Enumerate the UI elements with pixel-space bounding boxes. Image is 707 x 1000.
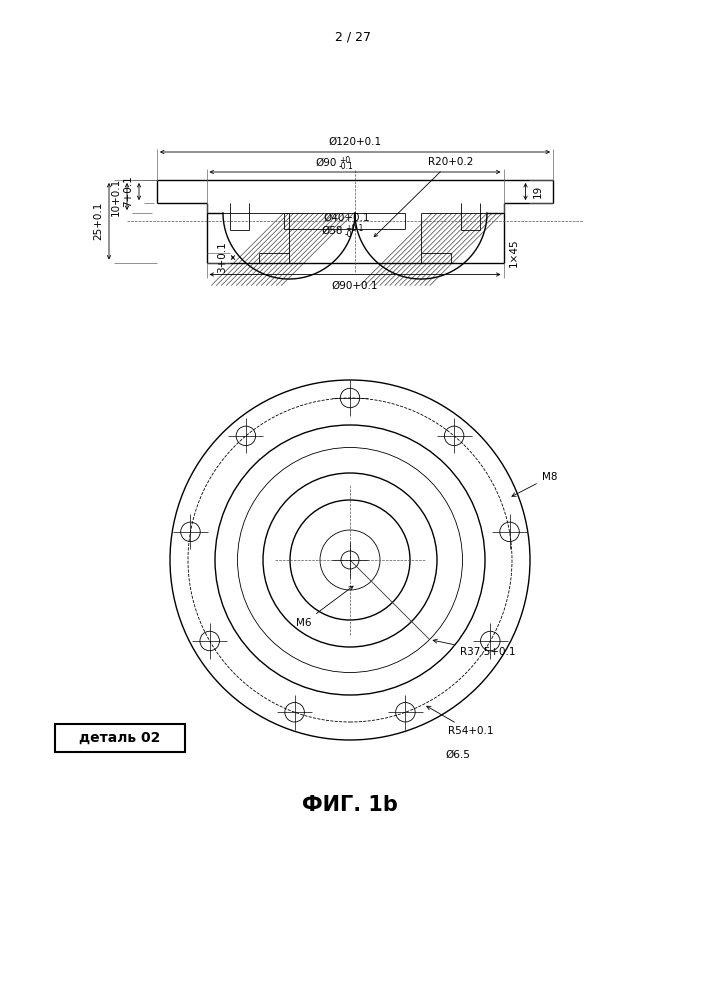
Text: R20+0.2: R20+0.2 <box>374 157 473 237</box>
Text: Ø40+0.1: Ø40+0.1 <box>324 213 370 223</box>
Text: R54+0.1: R54+0.1 <box>427 706 493 736</box>
Text: M6: M6 <box>296 586 353 628</box>
Text: M8: M8 <box>512 472 557 496</box>
Text: 25+0.1: 25+0.1 <box>93 202 103 240</box>
Text: -0.1: -0.1 <box>339 162 354 171</box>
Bar <box>206 213 355 286</box>
Text: R37.5+0.1: R37.5+0.1 <box>433 639 515 657</box>
Bar <box>55 724 185 752</box>
Text: деталь 02: деталь 02 <box>79 731 160 745</box>
Text: 2 / 27: 2 / 27 <box>335 30 371 43</box>
Bar <box>460 203 480 230</box>
Text: Ø90+0.1: Ø90+0.1 <box>332 280 378 290</box>
Text: Ø58: Ø58 <box>322 226 343 236</box>
Bar <box>355 213 503 286</box>
Text: -0: -0 <box>345 230 353 239</box>
Text: +0.1: +0.1 <box>345 224 363 233</box>
Text: 10+0.1: 10+0.1 <box>111 177 121 216</box>
Text: 7+0.1: 7+0.1 <box>123 176 133 207</box>
Text: ФИГ. 1b: ФИГ. 1b <box>302 795 398 815</box>
Text: 3+0.1: 3+0.1 <box>217 242 227 273</box>
Bar <box>230 203 250 230</box>
Text: Ø90: Ø90 <box>315 158 337 168</box>
Text: 1×45: 1×45 <box>508 238 518 267</box>
Text: Ø120+0.1: Ø120+0.1 <box>329 137 382 147</box>
Text: 19: 19 <box>532 185 542 198</box>
Text: Ø6.5: Ø6.5 <box>445 749 470 759</box>
Text: +0: +0 <box>339 156 350 165</box>
